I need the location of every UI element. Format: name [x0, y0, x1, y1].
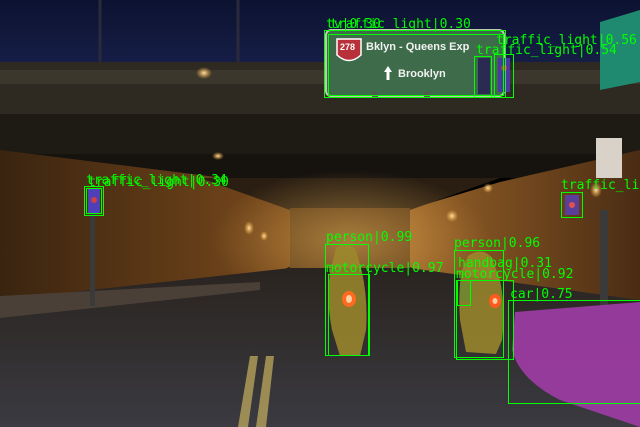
detection-label: traffic_light|0.44	[561, 178, 640, 193]
overpass-deck	[0, 62, 640, 114]
detection-box	[494, 54, 514, 98]
tunnel-lamp	[244, 221, 254, 235]
tunnel-lamp	[590, 182, 602, 198]
detection-box	[86, 188, 102, 214]
tunnel-lamp	[212, 152, 224, 160]
detection-label: traffic_light|0.54	[476, 43, 617, 58]
detection-label: traffic_light|0.30	[88, 175, 229, 190]
sidewalk	[0, 282, 260, 318]
detection-label: handbag|0.31	[458, 256, 552, 271]
detection-label: person|0.99	[326, 230, 413, 245]
street-lamp	[196, 67, 212, 79]
detection-label: motorcycle|0.97	[326, 261, 444, 276]
detection-label: person|0.96	[454, 236, 541, 251]
detection-box	[474, 56, 492, 98]
detection-box	[454, 250, 504, 358]
detection-label: tv|0.30	[326, 17, 381, 32]
lane-marking	[256, 356, 274, 427]
lane-marking	[238, 356, 258, 427]
detection-label: traffic_light|0.30	[330, 17, 471, 32]
overpass-fascia	[0, 70, 640, 84]
route-shield-icon	[336, 38, 362, 62]
overhead-sign-right	[600, 10, 640, 90]
detection-box	[328, 34, 504, 96]
detection-label: motorcycle|0.92	[456, 267, 574, 282]
signal-pole	[90, 214, 95, 306]
detection-label: car|0.75	[510, 287, 573, 302]
detection-box	[324, 30, 506, 98]
detection-box	[328, 274, 370, 356]
detection-box	[508, 300, 640, 404]
side-sign	[596, 138, 622, 178]
signal-pole	[600, 210, 608, 310]
handbag-mask	[460, 282, 472, 302]
detection-label: traffic_light|0.34	[86, 173, 227, 188]
traffic-light-fixture	[478, 58, 490, 94]
tunnel-lamp	[483, 183, 493, 193]
detection-box	[456, 280, 514, 360]
overpass-underside	[0, 114, 640, 154]
sign-direction: Brooklyn	[398, 68, 446, 80]
traffic-light-fixture	[498, 58, 510, 92]
person-mask-right	[459, 251, 504, 354]
detection-label: traffic_light|0.56	[496, 33, 637, 48]
detection-box	[561, 192, 583, 218]
detection-box	[84, 186, 104, 216]
tunnel-lamp	[446, 210, 458, 222]
tunnel-lamp	[260, 231, 268, 241]
car-mask	[512, 302, 640, 427]
up-arrow-icon	[384, 66, 392, 80]
route-shield-number: 278	[340, 42, 356, 52]
sign-destination: Bklyn - Queens Exp	[366, 41, 470, 53]
